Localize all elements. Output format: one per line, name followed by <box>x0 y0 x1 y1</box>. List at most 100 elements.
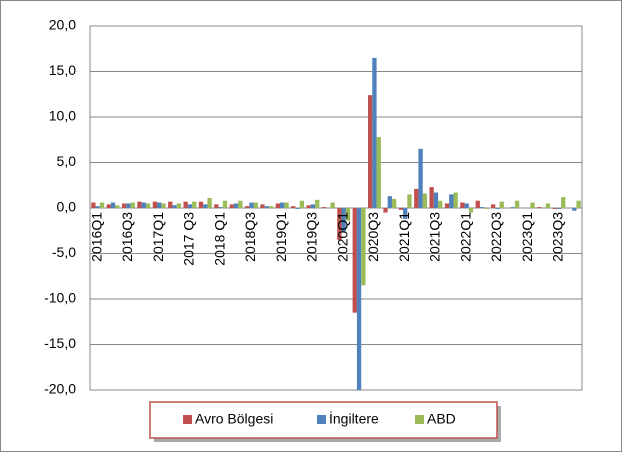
bar <box>172 205 177 208</box>
bar <box>356 208 362 390</box>
bar <box>141 202 146 208</box>
bar <box>484 208 489 209</box>
bar <box>106 204 111 208</box>
bar <box>253 202 258 208</box>
bar <box>321 207 327 208</box>
y-tick-label: -5,0 <box>52 244 76 260</box>
bar <box>345 208 351 221</box>
bar <box>244 206 250 208</box>
bar <box>444 203 450 208</box>
bar <box>198 201 204 208</box>
legend-swatch <box>415 415 424 424</box>
bar <box>468 208 474 213</box>
x-tick-label: 2020Q3 <box>365 212 381 262</box>
bar <box>337 208 342 240</box>
bar <box>341 208 346 232</box>
bar <box>126 203 131 208</box>
bar <box>330 202 335 208</box>
bar <box>152 201 158 208</box>
y-tick-label: -20,0 <box>44 381 76 397</box>
legend-label: İngiltere <box>329 410 379 427</box>
bar <box>453 192 458 208</box>
bar <box>264 206 269 208</box>
bar <box>176 203 182 208</box>
bar <box>207 197 212 208</box>
x-tick-label: 2018Q3 <box>242 212 258 262</box>
x-tick-label: 2018 Q1 <box>211 212 227 266</box>
bar <box>110 202 116 208</box>
bar <box>280 202 285 208</box>
bar <box>260 204 265 208</box>
bar <box>310 204 316 208</box>
x-tick-label: 2019Q1 <box>273 212 289 262</box>
x-tick-label: 2023Q3 <box>550 212 566 262</box>
bar <box>192 201 197 208</box>
bar <box>530 202 535 208</box>
bar <box>383 208 388 213</box>
x-tick-label: 2023Q1 <box>519 212 535 262</box>
bar <box>214 204 219 208</box>
legend-swatch <box>317 415 326 424</box>
bar <box>490 204 496 208</box>
x-tick-label: 2022Q1 <box>457 212 473 262</box>
x-tick-label: 2017 Q3 <box>181 212 197 266</box>
bar <box>510 207 515 208</box>
bar <box>387 196 392 208</box>
bar <box>137 201 142 208</box>
legend-label: ABD <box>427 411 456 427</box>
bar <box>475 200 480 208</box>
bar <box>295 208 300 209</box>
bar <box>233 203 239 208</box>
y-tick-label: 5,0 <box>57 153 77 169</box>
bar <box>275 203 281 208</box>
y-tick-label: 15,0 <box>49 62 76 78</box>
bar <box>315 199 320 208</box>
bar <box>187 204 193 208</box>
bar <box>418 148 423 208</box>
bar <box>499 201 504 208</box>
bar <box>222 200 228 208</box>
y-tick-label: 10,0 <box>49 108 76 124</box>
bar <box>306 205 311 208</box>
bar <box>367 95 373 208</box>
bar <box>429 187 434 208</box>
bar <box>576 200 581 208</box>
x-tick-label: 2022Q3 <box>488 212 504 262</box>
bar <box>168 201 173 208</box>
bar <box>130 202 135 208</box>
x-tick-label: 2016Q3 <box>119 212 135 262</box>
legend-label: Avro Bölgesi <box>195 411 273 427</box>
bar <box>91 202 96 208</box>
bar <box>299 200 305 208</box>
bar <box>537 207 542 208</box>
bar <box>556 208 562 209</box>
bar <box>422 193 428 208</box>
y-tick-label: 0,0 <box>57 199 77 215</box>
bar <box>284 202 289 208</box>
bar <box>438 200 443 208</box>
y-tick-label: -15,0 <box>44 335 76 351</box>
bar <box>545 203 551 208</box>
bar <box>398 208 404 210</box>
bar <box>229 204 234 208</box>
bar <box>203 204 208 208</box>
bar <box>514 200 520 208</box>
bar <box>238 200 243 208</box>
x-tick-label: 2021Q3 <box>427 212 443 262</box>
bar <box>352 208 357 313</box>
bar <box>495 208 500 209</box>
bar <box>460 202 465 208</box>
bar <box>161 203 166 208</box>
legend-swatch <box>183 415 192 424</box>
bar <box>376 137 381 208</box>
bar <box>433 192 439 208</box>
bar <box>449 194 454 208</box>
bar <box>218 207 223 208</box>
bar <box>414 188 419 208</box>
y-tick-label: 20,0 <box>49 17 76 33</box>
bar <box>552 208 557 209</box>
bar <box>115 205 120 208</box>
x-tick-label: 2019Q3 <box>304 212 320 262</box>
y-tick-label: -10,0 <box>44 290 76 306</box>
